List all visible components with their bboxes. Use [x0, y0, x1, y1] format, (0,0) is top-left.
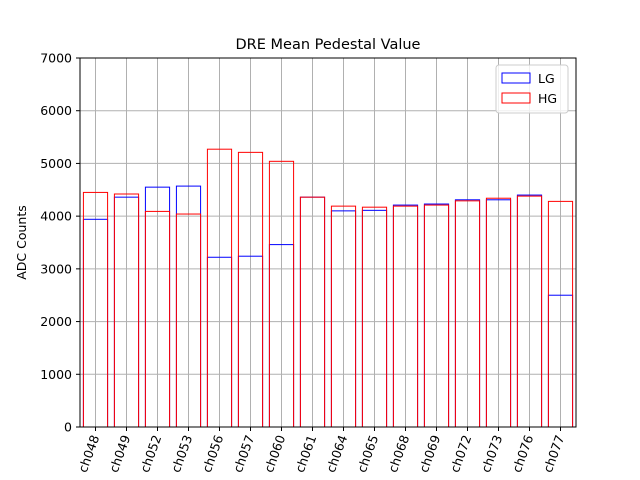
y-tick-label: 6000 [40, 103, 72, 118]
y-tick-label: 3000 [40, 261, 72, 276]
legend: LG HG [495, 64, 569, 114]
chart-title: DRE Mean Pedestal Value [236, 37, 421, 53]
y-tick-label: 7000 [40, 51, 72, 66]
y-tick-label: 0 [64, 420, 72, 435]
legend-label-lg: LG [538, 71, 555, 86]
y-tick-label: 1000 [40, 367, 72, 382]
legend-swatch-hg [501, 92, 531, 104]
legend-box [495, 64, 569, 114]
plot-frame [79, 57, 577, 428]
legend-label-hg: HG [538, 91, 557, 106]
y-tick-label: 5000 [40, 156, 72, 171]
y-axis-label: ADC Counts [14, 205, 29, 280]
legend-swatch-lg [501, 72, 531, 84]
y-tick-label: 2000 [40, 314, 72, 329]
y-tick-label: 4000 [40, 209, 72, 224]
